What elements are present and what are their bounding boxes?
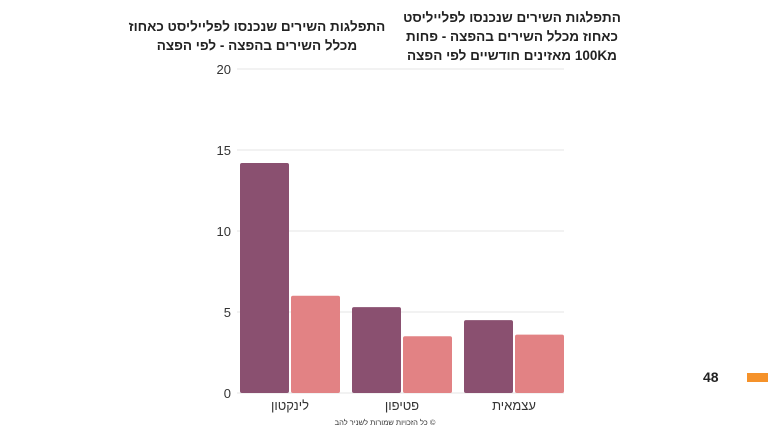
bar [464, 320, 513, 393]
x-tick-label: פטיפון [385, 398, 419, 413]
bar [403, 336, 452, 393]
y-tick-label: 5 [224, 305, 231, 320]
bar [240, 162, 289, 393]
title-line: מכלל השירים בהפצה - לפי הפצה [156, 38, 358, 53]
y-tick-label: 20 [217, 62, 231, 77]
x-tick-label: עצמאית [492, 398, 536, 413]
bar [515, 334, 564, 393]
y-tick-label: 15 [217, 143, 231, 158]
x-tick-label: לינקטון [271, 398, 309, 413]
title-line: התפלגות השירים שנכנסו לפלייליסט כאחוז [128, 19, 386, 34]
chart-title-right: התפלגות השירים שנכנסו לפלייליסט כאחוז מכ… [382, 8, 642, 65]
bar [352, 307, 401, 393]
title-line: התפלגות השירים שנכנסו לפלייליסט [403, 10, 621, 25]
title-line: מ100K מאזינים חודשיים לפי הפצה [407, 48, 617, 63]
page-number: 48 [703, 369, 719, 385]
chart-title-left: התפלגות השירים שנכנסו לפלייליסט כאחוז מכ… [107, 17, 407, 55]
y-tick-label: 0 [224, 386, 231, 401]
title-line: כאחוז מכלל השירים בהפצה - פחות [406, 29, 618, 44]
accent-bar [747, 373, 768, 382]
y-tick-label: 10 [217, 224, 231, 239]
bar [291, 295, 340, 393]
copyright: © כל הזכויות שמורות לשניר להב [334, 418, 436, 427]
